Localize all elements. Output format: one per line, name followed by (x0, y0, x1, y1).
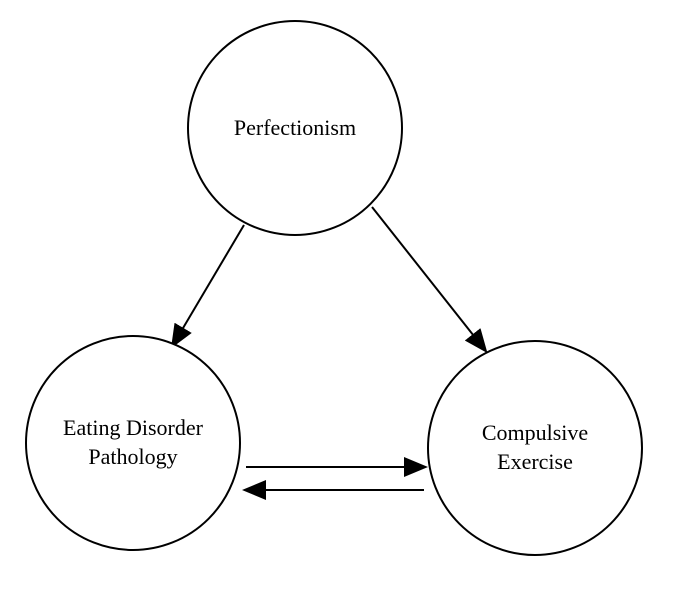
node-label-compulsive-exercise: CompulsiveExercise (472, 419, 598, 476)
node-compulsive-exercise: CompulsiveExercise (427, 340, 643, 556)
node-eating-disorder: Eating DisorderPathology (25, 335, 241, 551)
edge-perfectionism-to-compulsive-exercise (372, 207, 485, 350)
node-label-eating-disorder: Eating DisorderPathology (53, 414, 213, 471)
node-label-perfectionism: Perfectionism (224, 114, 366, 143)
edge-perfectionism-to-eating-disorder (173, 225, 244, 345)
node-perfectionism: Perfectionism (187, 20, 403, 236)
